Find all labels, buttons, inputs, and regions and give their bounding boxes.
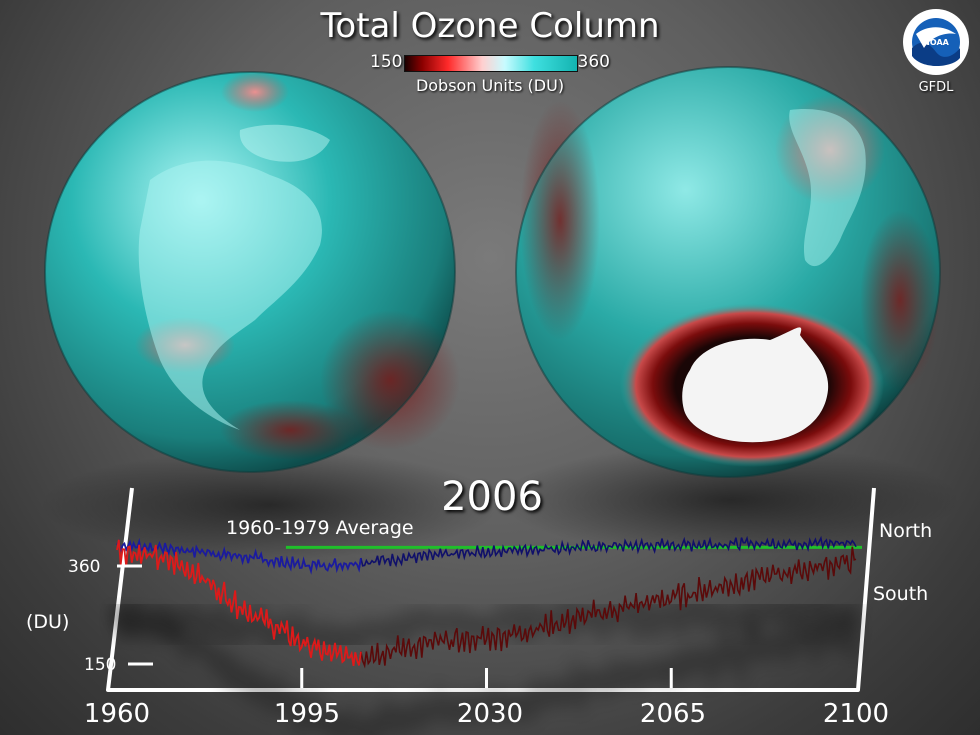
chart-frame xyxy=(106,487,876,692)
series-shadow-south xyxy=(110,606,862,735)
colorbar-min-label: 150 xyxy=(370,52,403,72)
globe-shadow-south xyxy=(500,445,960,555)
x-tick-label-2100: 2100 xyxy=(823,699,889,729)
org-label: GFDL xyxy=(918,80,954,95)
colorbar-units-label: Dobson Units (DU) xyxy=(415,76,565,95)
series-shadow-north xyxy=(110,583,863,669)
x-tick-label-2065: 2065 xyxy=(640,699,706,729)
colorbar: 150 360 xyxy=(370,52,610,74)
series-line-south-projection xyxy=(358,546,857,669)
africa-landmass xyxy=(789,109,866,267)
y-tick-label-150: 150 xyxy=(84,655,116,675)
y-axis-label: (DU) xyxy=(26,611,69,633)
x-ticks xyxy=(300,668,673,688)
average-label: 1960-1979 Average xyxy=(226,517,414,539)
series-line-north xyxy=(116,537,362,575)
series-shadows xyxy=(110,583,863,735)
legend-south: South xyxy=(873,583,928,605)
globe-north xyxy=(44,71,460,473)
colorbar-gradient xyxy=(404,55,578,72)
colorbar-max-label: 360 xyxy=(577,52,610,72)
y-tick-label-360: 360 xyxy=(68,557,100,577)
north-america-landmass xyxy=(138,160,322,430)
globe-shadow-north xyxy=(40,450,500,560)
legend-north: North xyxy=(879,520,932,542)
logo-text: NOAA xyxy=(923,38,949,47)
year-label: 2006 xyxy=(441,474,543,520)
noaa-logo: NOAA xyxy=(903,9,969,75)
x-tick-label-2030: 2030 xyxy=(457,699,523,729)
series-line-south xyxy=(116,539,362,667)
globe-south xyxy=(515,66,941,478)
series-line-north-projection xyxy=(358,535,857,570)
x-tick-label-1995: 1995 xyxy=(274,699,340,729)
series-group xyxy=(116,535,857,669)
antarctica-landmass xyxy=(682,327,829,443)
page-title: Total Ozone Column xyxy=(320,6,660,46)
x-tick-label-1960: 1960 xyxy=(84,699,150,729)
